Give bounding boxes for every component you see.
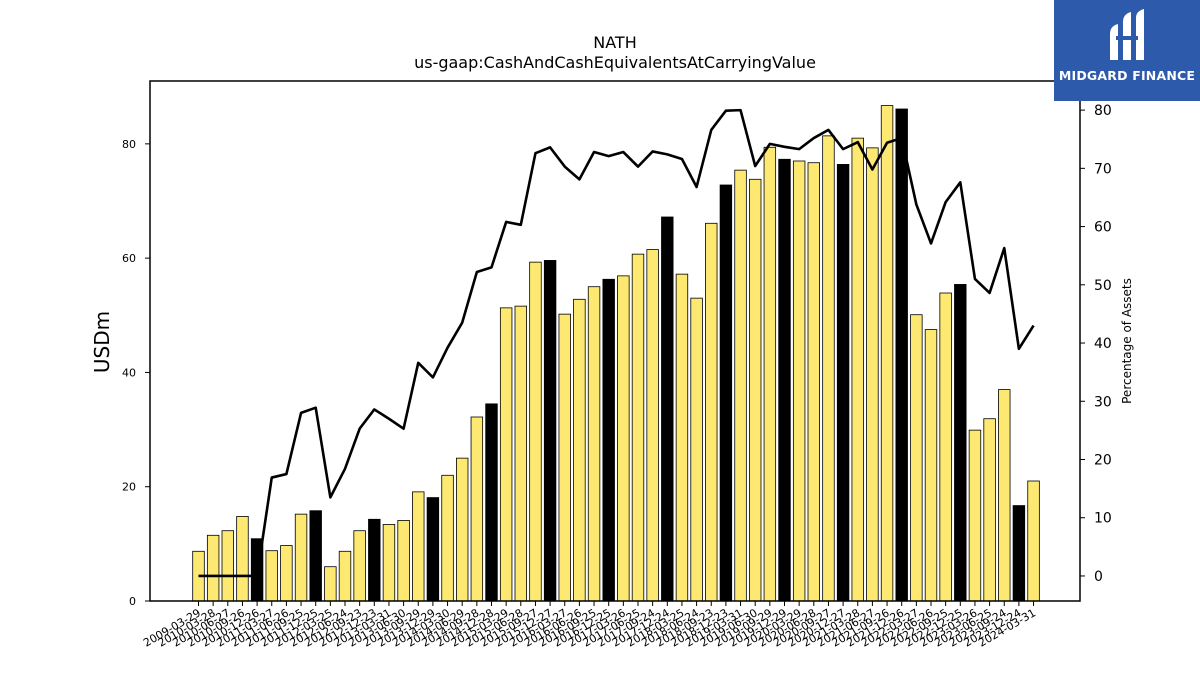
y-tick-label: 20 [122, 481, 136, 494]
bar-2024-03-31 [1027, 480, 1040, 602]
brand-logo: MIDGARD FINANCE [1054, 0, 1200, 101]
bar-2010-06-27 [221, 530, 235, 602]
bar-2013-06-30 [397, 520, 410, 602]
y-axis-left: 0 20 40 60 80 [122, 138, 150, 608]
bar-2011-12-25 [309, 510, 322, 602]
bar-2013-09-29 [412, 491, 425, 602]
bar-2013-12-29 [426, 497, 440, 602]
midgard-logo-icon [1110, 9, 1144, 60]
bar-series [192, 105, 1040, 602]
bar-2020-09-27 [822, 135, 835, 602]
bar-2012-09-23 [353, 530, 366, 602]
bar-2019-12-29 [778, 158, 791, 602]
bar-2010-09-26 [236, 516, 249, 602]
line-series [198, 108, 1035, 578]
bar-2017-09-24 [646, 249, 659, 602]
bar-2016-06-26 [573, 298, 586, 602]
bar-2018-03-25 [675, 273, 689, 602]
bar-2020-12-27 [836, 164, 850, 602]
bar-2018-09-23 [705, 222, 718, 602]
y2-tick-label: 60 [1094, 220, 1112, 236]
bar-2014-03-30 [441, 474, 454, 602]
bar-2015-09-27 [529, 261, 542, 602]
y2-tick-label: 50 [1094, 278, 1112, 294]
bar-2023-09-24 [998, 389, 1011, 602]
bar-2021-03-28 [851, 137, 864, 602]
y-tick-label: 0 [129, 595, 136, 608]
bar-2014-09-28 [470, 416, 484, 602]
bar-2021-06-27 [866, 147, 879, 602]
bar-2021-12-26 [895, 108, 908, 602]
bar-2023-03-26 [968, 429, 982, 602]
bar-2014-12-28 [485, 403, 498, 602]
bar-2020-03-29 [792, 160, 806, 602]
y2-tick-label: 80 [1094, 103, 1112, 119]
bar-2020-06-28 [807, 162, 821, 602]
bar-2015-03-29 [499, 307, 513, 602]
bar-2022-12-25 [954, 284, 967, 602]
bar-2016-09-25 [587, 286, 601, 602]
bar-2011-09-25 [294, 513, 308, 602]
bar-2022-09-25 [939, 292, 952, 602]
chart-title: NATH [593, 33, 636, 52]
bar-2015-06-28 [514, 305, 528, 602]
bar-2017-12-24 [661, 216, 674, 602]
plot-frame [149, 80, 1081, 602]
y-tick-label: 80 [122, 138, 136, 151]
bar-2014-06-29 [455, 457, 469, 602]
y2-tick-label: 20 [1094, 452, 1112, 468]
y-axis-right: 0 10 20 30 40 50 60 70 80 [1080, 103, 1112, 585]
bar-2018-06-24 [690, 297, 703, 602]
bar-2012-03-25 [324, 566, 337, 602]
bar-2019-06-30 [749, 178, 762, 602]
bar-2017-06-25 [631, 253, 645, 602]
bar-2012-06-24 [338, 550, 352, 602]
y2-tick-label: 40 [1094, 336, 1112, 352]
y2-tick-label: 70 [1094, 161, 1112, 177]
bar-2019-03-31 [734, 169, 747, 602]
y-axis-label-left: USDm [90, 311, 114, 373]
bar-2023-06-25 [983, 418, 996, 602]
chart-subtitle: us-gaap:CashAndCashEquivalentsAtCarrying… [414, 53, 816, 72]
bar-2022-06-26 [924, 329, 938, 602]
bar-2017-03-26 [617, 275, 630, 602]
brand-logo-text: MIDGARD FINANCE [1058, 68, 1196, 83]
bar-2013-03-31 [382, 524, 396, 602]
bar-2018-12-23 [719, 184, 733, 602]
y2-tick-label: 30 [1094, 394, 1112, 410]
bar-2012-12-23 [368, 518, 381, 602]
bar-2011-03-27 [265, 550, 278, 602]
bar-2023-12-24 [1012, 505, 1026, 602]
bar-2011-06-26 [280, 545, 293, 602]
y-tick-label: 40 [122, 366, 136, 379]
bar-2019-09-29 [763, 146, 777, 602]
y-tick-label: 60 [122, 252, 136, 265]
bar-2015-12-27 [543, 260, 557, 602]
bar-2016-03-27 [558, 313, 571, 602]
bar-2016-12-25 [602, 278, 615, 602]
y2-tick-label: 10 [1094, 511, 1112, 527]
x-axis: 2009-03-292010-03-282010-06-272010-09-26… [141, 601, 1038, 650]
y2-tick-label: 0 [1094, 569, 1103, 585]
bar-2022-03-27 [910, 314, 923, 602]
bar-2021-09-26 [880, 105, 894, 602]
bar-2010-03-28 [206, 534, 220, 602]
y-axis-label-right: Percentage of Assets [1120, 278, 1134, 404]
percentage-line [198, 108, 1035, 578]
